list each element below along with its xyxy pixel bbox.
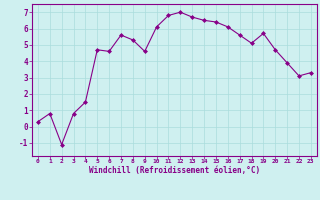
X-axis label: Windchill (Refroidissement éolien,°C): Windchill (Refroidissement éolien,°C) [89,166,260,175]
